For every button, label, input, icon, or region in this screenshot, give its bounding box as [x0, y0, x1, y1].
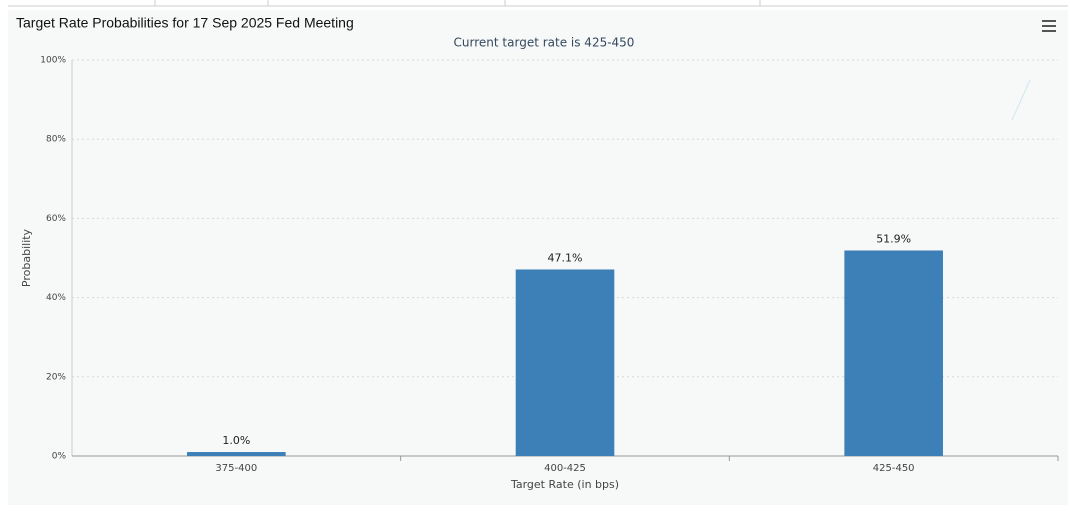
table-strip: [8, 0, 1068, 7]
menu-button[interactable]: [1042, 20, 1056, 32]
x-axis-label: Target Rate (in bps): [510, 478, 619, 491]
y-axis-label: Probability: [20, 228, 33, 287]
bar: [187, 452, 286, 456]
chart-subtitle: Current target rate is 425-450: [454, 36, 635, 50]
x-tick-label: 400-425: [544, 463, 586, 474]
y-tick-label: 60%: [46, 214, 66, 224]
data-label: 47.1%: [548, 251, 583, 264]
bar: [515, 269, 615, 456]
bar: [844, 250, 943, 456]
y-tick-label: 80%: [46, 135, 66, 145]
chart-title: Target Rate Probabilities for 17 Sep 202…: [16, 15, 354, 31]
data-label: 51.9%: [876, 232, 911, 245]
y-tick-label: 0%: [52, 452, 67, 462]
watermark: [1011, 79, 1031, 121]
data-label: 1.0%: [222, 434, 250, 447]
y-tick-label: 20%: [46, 372, 66, 382]
y-tick-label: 40%: [46, 293, 66, 303]
x-tick-label: 375-400: [215, 463, 257, 474]
x-tick-label: 425-450: [873, 463, 915, 474]
y-tick-label: 100%: [40, 56, 66, 66]
